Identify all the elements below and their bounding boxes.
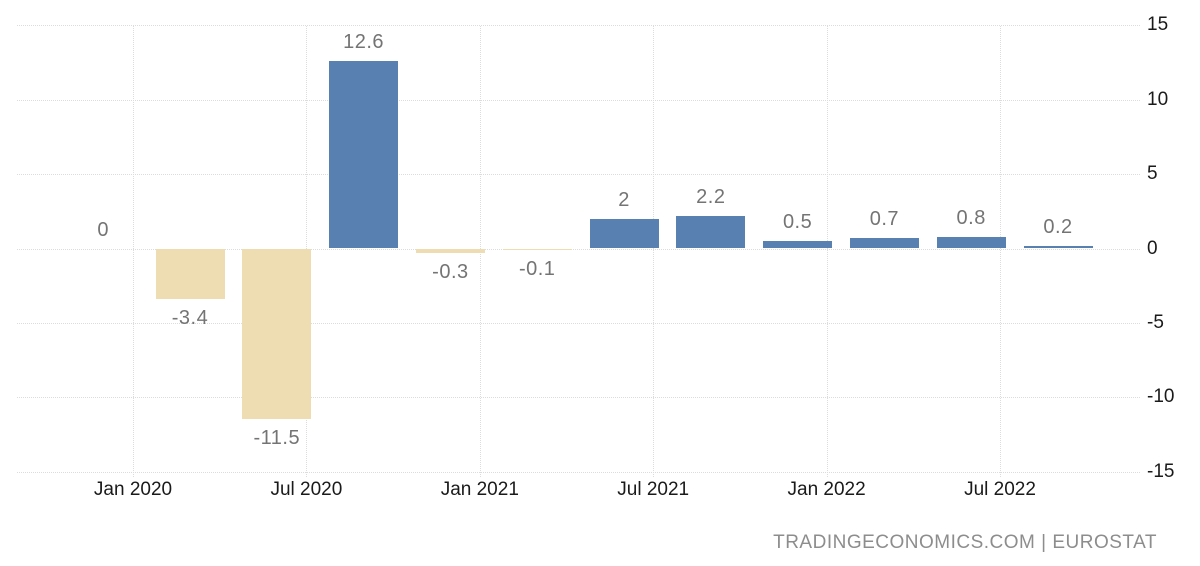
bar-value-label: -11.5 [253, 427, 301, 450]
bar[interactable] [1023, 245, 1093, 249]
bar-value-label: -0.1 [518, 258, 556, 280]
bar-value-label: 0.8 [956, 206, 986, 229]
bar[interactable] [936, 236, 1006, 249]
bar-value-label: 0.5 [782, 211, 813, 234]
bar[interactable] [763, 241, 833, 249]
bar-value-label: -0.3 [432, 260, 469, 283]
bar[interactable] [849, 238, 919, 249]
y-axis-label: 10 [1147, 88, 1169, 110]
gridline [17, 99, 1140, 101]
gridline [17, 248, 1140, 250]
bar[interactable] [242, 248, 312, 420]
attribution: TRADINGECONOMICS.COM | EUROSTAT [773, 532, 1157, 553]
y-axis-label: -10 [1147, 386, 1175, 408]
bar-value-label: -3.4 [171, 307, 209, 330]
y-axis-label: 0 [1147, 237, 1158, 259]
bar-value-label: 0 [97, 218, 109, 241]
bar-value-label: 0.2 [1043, 215, 1073, 238]
x-axis-label: Jan 2021 [440, 479, 519, 500]
y-axis-label: 15 [1147, 14, 1169, 36]
gridline [133, 25, 134, 477]
bar[interactable] [589, 218, 659, 249]
gridline [17, 397, 1140, 399]
bar[interactable] [502, 248, 572, 250]
bar-value-label: 2 [618, 188, 630, 211]
x-axis-label: Jul 2021 [617, 479, 690, 500]
gridline [17, 174, 1140, 176]
y-axis-label: -15 [1147, 460, 1175, 482]
bar-value-label: 0.7 [869, 208, 900, 231]
x-axis-label: Jan 2020 [93, 479, 173, 500]
x-axis-label: Jul 2020 [270, 479, 343, 500]
bar[interactable] [415, 248, 485, 253]
x-axis-label: Jul 2022 [964, 479, 1036, 500]
bar[interactable] [155, 248, 225, 300]
bar[interactable] [329, 61, 399, 249]
y-axis-label: 5 [1147, 163, 1158, 185]
gridline [17, 471, 1140, 473]
gridline [653, 25, 655, 477]
gridline [17, 25, 1140, 27]
bar[interactable] [676, 215, 746, 249]
gridline [1000, 25, 1001, 477]
x-axis-label: Jan 2022 [787, 479, 866, 500]
bar-value-label: 12.6 [343, 31, 385, 54]
gridline [826, 25, 828, 477]
gridline [17, 322, 1140, 324]
y-axis-label: -5 [1147, 311, 1164, 333]
bar-value-label: 2.2 [696, 185, 726, 208]
